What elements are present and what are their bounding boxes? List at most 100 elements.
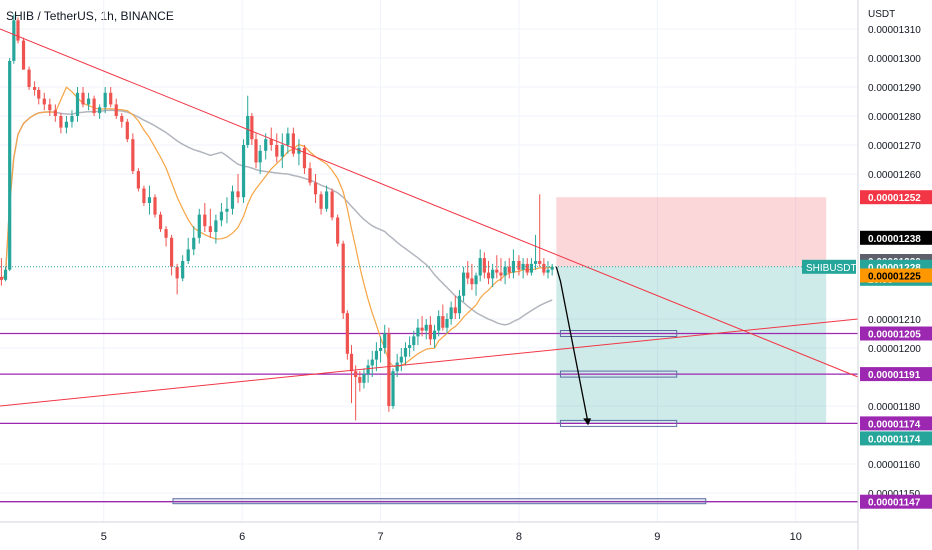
candle-down	[453, 307, 457, 314]
y-tick-label: 0.00001160	[868, 460, 921, 471]
candle-down	[136, 171, 140, 189]
candle-up	[474, 275, 478, 285]
candle-up	[147, 197, 152, 203]
price-badge-label: 0.00001174	[868, 419, 921, 430]
candle-up	[461, 272, 466, 296]
candle-up	[503, 266, 507, 276]
candle-up	[75, 92, 80, 116]
projection-box	[559, 330, 678, 337]
candle-up	[362, 374, 366, 383]
y-tick-label: 0.00001300	[868, 54, 921, 65]
candle-down	[525, 263, 529, 273]
candle-up	[324, 191, 329, 209]
candle-down	[308, 168, 312, 183]
candle-up	[416, 327, 420, 337]
y-tick-label: 0.00001180	[868, 402, 921, 413]
candle-down	[208, 226, 212, 232]
candle-up	[192, 237, 196, 250]
candle-up	[378, 348, 383, 351]
candle-up	[370, 359, 374, 366]
symbol-tag-label: SHIBUSDT	[806, 263, 857, 274]
candle-down	[203, 214, 207, 227]
candle-up	[103, 92, 107, 108]
candle-down	[319, 194, 323, 209]
candle-up	[408, 345, 412, 348]
candle-up	[403, 348, 408, 357]
candle-down	[354, 371, 358, 377]
projection-box	[559, 419, 678, 427]
candle-down	[254, 139, 258, 163]
candle-down	[349, 353, 354, 372]
candle-up	[225, 208, 229, 212]
projection-box	[559, 370, 678, 378]
price-badge-label: 0.00001225	[868, 272, 921, 283]
y-tick-label: 0.00001270	[868, 141, 921, 152]
candle-up	[246, 116, 250, 145]
candle-up	[214, 220, 218, 232]
y-tick-label: 0.00001280	[868, 112, 921, 123]
candle-down	[42, 98, 46, 105]
y-tick-label: 0.00001200	[868, 344, 921, 355]
candle-up	[550, 266, 554, 270]
candle-down	[341, 243, 345, 314]
candle-up	[491, 269, 495, 279]
candle-up	[395, 362, 399, 372]
candle-up	[219, 211, 224, 221]
candle-up	[391, 371, 395, 406]
candle-up	[432, 330, 437, 340]
price-badge	[860, 431, 932, 446]
candle-up	[521, 263, 525, 270]
candle-down	[250, 116, 254, 140]
candle-up	[197, 214, 201, 238]
candle-down	[291, 133, 295, 154]
candle-down	[358, 377, 362, 383]
candle-down	[131, 139, 135, 172]
candle-down	[21, 40, 26, 70]
candle-down	[470, 278, 474, 285]
candle-down	[313, 182, 318, 195]
candle-up	[230, 191, 235, 209]
candle-down	[486, 272, 491, 279]
x-tick-label: 5	[101, 531, 107, 543]
candle-down	[27, 69, 31, 87]
price-badge-label: 0.00001147	[868, 498, 921, 509]
price-badge	[860, 230, 932, 245]
candle-up	[12, 20, 16, 61]
candle-up	[533, 261, 538, 264]
candle-up	[64, 121, 69, 128]
candle-up	[399, 356, 403, 363]
candle-down	[345, 313, 349, 354]
candle-down	[466, 272, 470, 279]
y-tick-label: 0.00001290	[868, 83, 921, 94]
candle-down	[142, 188, 146, 203]
candle-down	[16, 20, 20, 41]
candle-down	[114, 104, 118, 116]
y-tick-label: 0.00001310	[868, 25, 921, 36]
price-badge	[860, 494, 932, 509]
candle-down	[53, 110, 57, 116]
candle-up	[445, 319, 449, 328]
y-tick-label: 0.00001150	[868, 489, 921, 500]
candle-up	[449, 307, 453, 319]
price-badge	[860, 268, 932, 283]
x-tick-label: 9	[654, 531, 660, 543]
candle-up	[286, 133, 290, 145]
trendline	[0, 318, 859, 407]
candle-up	[297, 147, 301, 154]
candle-down	[164, 229, 168, 238]
price-badge-label: 0.00001252	[868, 193, 921, 204]
candle-down	[499, 272, 503, 276]
candle-up	[70, 116, 74, 122]
symbol-tag	[802, 259, 856, 274]
candle-up	[258, 150, 262, 163]
candle-up	[383, 333, 387, 348]
x-tick-label: 8	[516, 531, 522, 543]
candle-down	[120, 116, 124, 122]
candle-down	[420, 327, 424, 331]
x-tick-label: 6	[239, 531, 245, 543]
price-badge-label: 0.00001238	[868, 234, 921, 245]
candle-down	[387, 333, 391, 406]
candle-up	[241, 145, 246, 198]
candle-down	[125, 121, 129, 140]
